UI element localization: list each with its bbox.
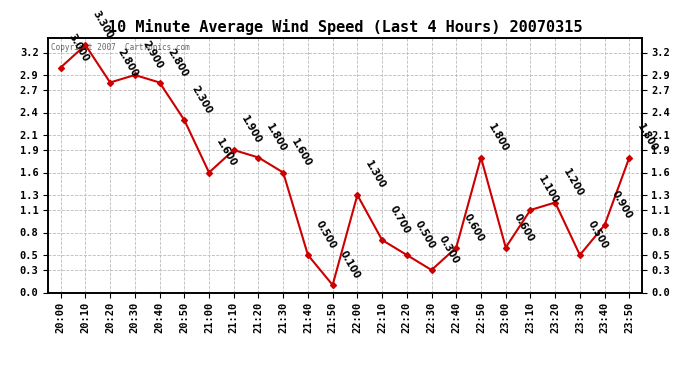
Text: 1.800: 1.800 — [486, 122, 511, 153]
Title: 10 Minute Average Wind Speed (Last 4 Hours) 20070315: 10 Minute Average Wind Speed (Last 4 Hou… — [108, 19, 582, 35]
Text: 0.700: 0.700 — [388, 204, 412, 236]
Text: 0.500: 0.500 — [585, 219, 609, 251]
Text: 3.000: 3.000 — [66, 32, 90, 63]
Text: 1.800: 1.800 — [635, 122, 659, 153]
Text: 0.600: 0.600 — [511, 212, 535, 243]
Text: 2.800: 2.800 — [165, 46, 189, 78]
Text: 1.800: 1.800 — [264, 122, 288, 153]
Text: 3.300: 3.300 — [91, 9, 115, 41]
Text: 0.600: 0.600 — [462, 212, 486, 243]
Text: 0.500: 0.500 — [313, 219, 337, 251]
Text: 1.200: 1.200 — [561, 167, 584, 198]
Text: 1.600: 1.600 — [215, 137, 239, 168]
Text: 0.900: 0.900 — [610, 189, 634, 221]
Text: 0.100: 0.100 — [338, 249, 362, 281]
Text: 1.300: 1.300 — [363, 159, 387, 191]
Text: 1.900: 1.900 — [239, 114, 264, 146]
Text: 0.500: 0.500 — [413, 219, 436, 251]
Text: Copyright 2007  Cartronics.com: Copyright 2007 Cartronics.com — [51, 43, 190, 52]
Text: 1.600: 1.600 — [288, 137, 313, 168]
Text: 2.900: 2.900 — [140, 39, 164, 71]
Text: 0.300: 0.300 — [437, 234, 461, 266]
Text: 2.800: 2.800 — [116, 46, 140, 78]
Text: 1.100: 1.100 — [536, 174, 560, 206]
Text: 2.300: 2.300 — [190, 84, 214, 116]
